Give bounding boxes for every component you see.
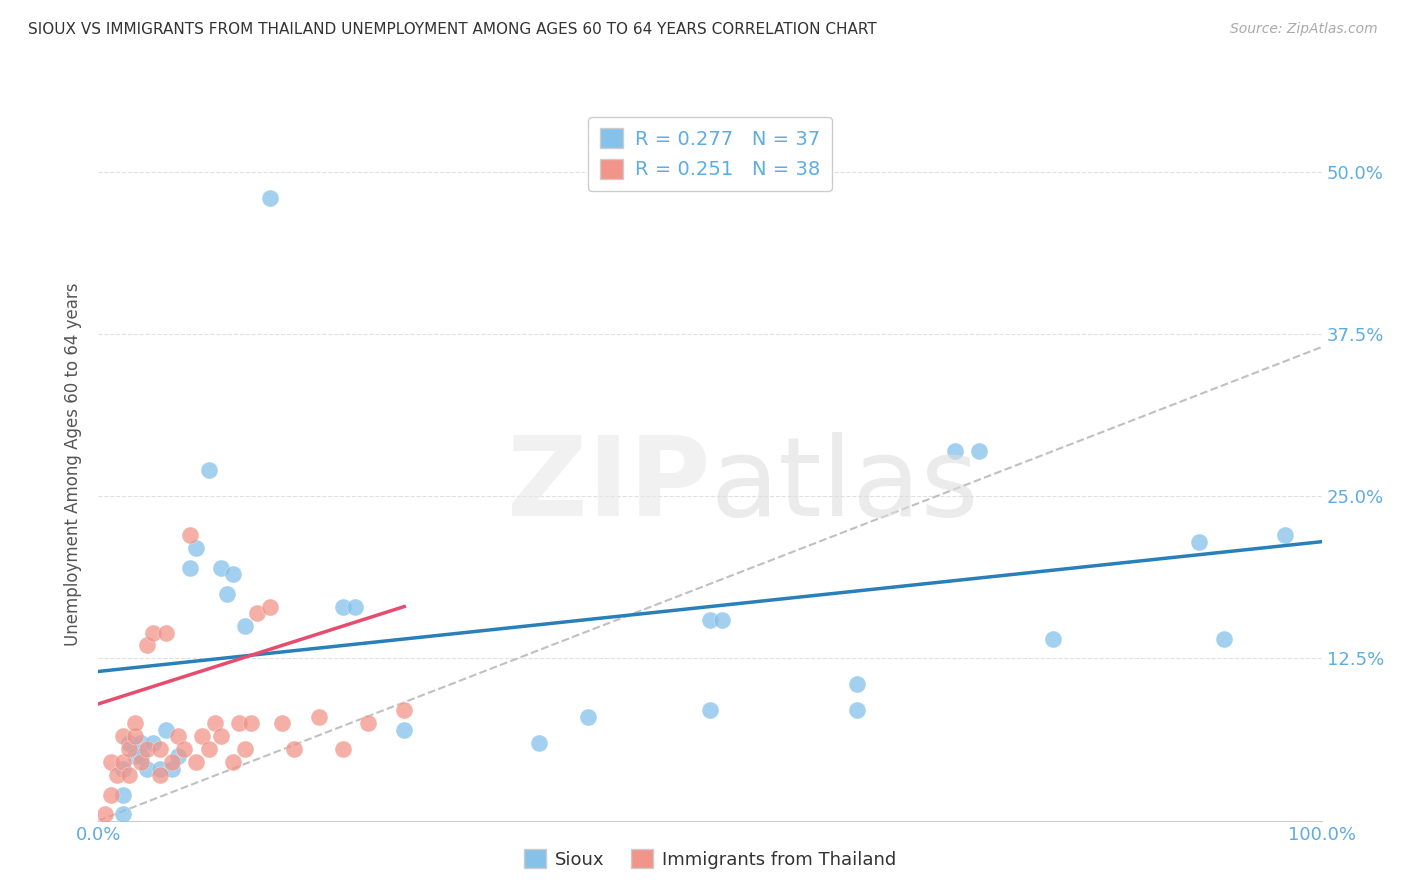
Point bbox=[1274, 528, 1296, 542]
Point bbox=[179, 528, 201, 542]
Point bbox=[142, 625, 165, 640]
Point bbox=[179, 560, 201, 574]
Point bbox=[1042, 632, 1064, 646]
Point bbox=[186, 756, 208, 770]
Point bbox=[124, 716, 146, 731]
Point bbox=[943, 443, 966, 458]
Point bbox=[173, 742, 195, 756]
Point bbox=[699, 703, 721, 717]
Point bbox=[149, 762, 172, 776]
Point bbox=[308, 710, 330, 724]
Point bbox=[155, 723, 177, 737]
Point bbox=[136, 639, 159, 653]
Point bbox=[259, 599, 281, 614]
Point bbox=[344, 599, 367, 614]
Point bbox=[167, 748, 190, 763]
Point bbox=[699, 613, 721, 627]
Point bbox=[105, 768, 128, 782]
Point bbox=[215, 586, 238, 600]
Point bbox=[149, 742, 172, 756]
Point bbox=[167, 729, 190, 743]
Point bbox=[209, 560, 232, 574]
Point bbox=[845, 703, 868, 717]
Point bbox=[136, 762, 159, 776]
Point bbox=[155, 625, 177, 640]
Point bbox=[233, 619, 256, 633]
Point bbox=[392, 703, 416, 717]
Point bbox=[228, 716, 250, 731]
Point bbox=[233, 742, 256, 756]
Point bbox=[129, 748, 152, 763]
Point bbox=[283, 742, 305, 756]
Point bbox=[129, 736, 152, 750]
Point bbox=[332, 599, 354, 614]
Point bbox=[160, 762, 183, 776]
Point bbox=[270, 716, 294, 731]
Point bbox=[111, 807, 134, 822]
Point bbox=[118, 736, 141, 750]
Point bbox=[222, 756, 245, 770]
Text: SIOUX VS IMMIGRANTS FROM THAILAND UNEMPLOYMENT AMONG AGES 60 TO 64 YEARS CORRELA: SIOUX VS IMMIGRANTS FROM THAILAND UNEMPL… bbox=[28, 22, 877, 37]
Text: Source: ZipAtlas.com: Source: ZipAtlas.com bbox=[1230, 22, 1378, 37]
Point bbox=[111, 729, 134, 743]
Point bbox=[149, 768, 172, 782]
Point bbox=[124, 748, 146, 763]
Point bbox=[100, 788, 122, 802]
Legend: Sioux, Immigrants from Thailand: Sioux, Immigrants from Thailand bbox=[516, 842, 904, 876]
Text: ZIP: ZIP bbox=[506, 432, 710, 539]
Point bbox=[967, 443, 990, 458]
Point bbox=[845, 677, 868, 691]
Point bbox=[222, 567, 245, 582]
Point bbox=[240, 716, 263, 731]
Text: atlas: atlas bbox=[710, 432, 979, 539]
Point bbox=[93, 807, 115, 822]
Point bbox=[197, 463, 219, 477]
Point bbox=[111, 762, 134, 776]
Point bbox=[160, 756, 183, 770]
Point bbox=[100, 756, 122, 770]
Point bbox=[118, 768, 141, 782]
Point bbox=[392, 723, 416, 737]
Point bbox=[111, 788, 134, 802]
Point bbox=[1188, 534, 1211, 549]
Point bbox=[111, 756, 134, 770]
Point bbox=[209, 729, 232, 743]
Point bbox=[356, 716, 378, 731]
Y-axis label: Unemployment Among Ages 60 to 64 years: Unemployment Among Ages 60 to 64 years bbox=[65, 282, 83, 646]
Point bbox=[197, 742, 219, 756]
Point bbox=[186, 541, 208, 556]
Point bbox=[1212, 632, 1234, 646]
Point bbox=[204, 716, 226, 731]
Point bbox=[576, 710, 599, 724]
Point bbox=[118, 742, 141, 756]
Point bbox=[142, 736, 165, 750]
Point bbox=[246, 606, 269, 620]
Point bbox=[124, 729, 146, 743]
Point bbox=[129, 756, 152, 770]
Point bbox=[259, 191, 281, 205]
Point bbox=[711, 613, 734, 627]
Point bbox=[136, 742, 159, 756]
Point bbox=[527, 736, 550, 750]
Point bbox=[191, 729, 214, 743]
Point bbox=[332, 742, 354, 756]
